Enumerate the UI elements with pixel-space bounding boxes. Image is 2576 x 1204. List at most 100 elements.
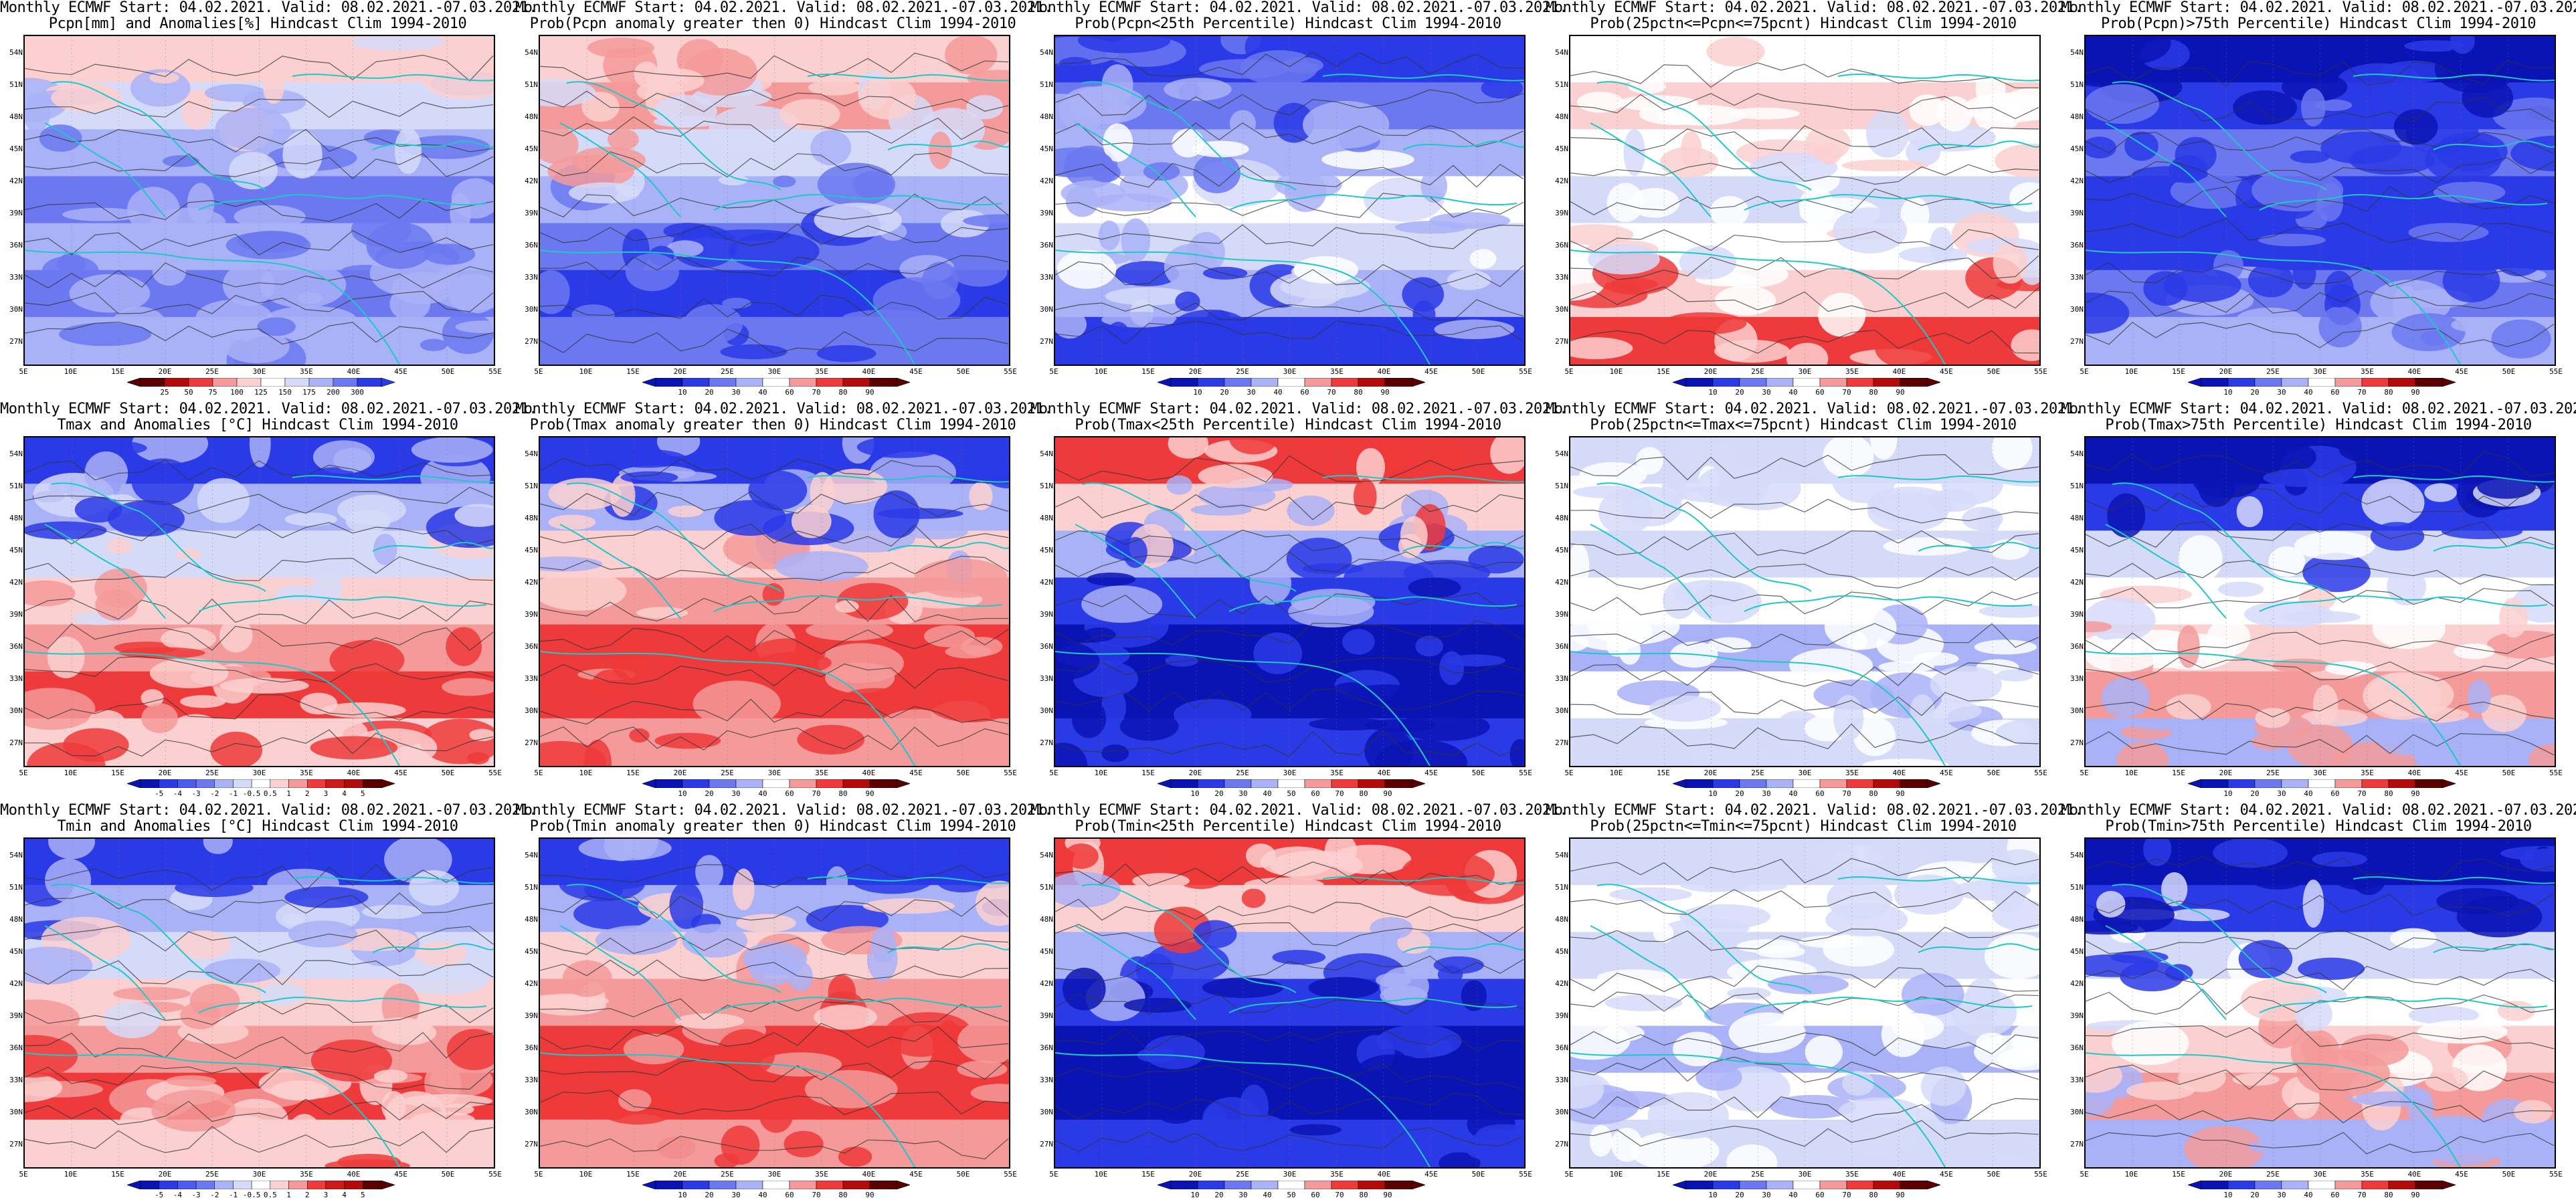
lat-tick-label: 36N	[9, 241, 23, 249]
coastline	[1918, 140, 2039, 150]
field-blotch	[282, 130, 323, 179]
colorbar-tick-label: 90	[2411, 789, 2420, 798]
field-blotch	[1823, 437, 1874, 478]
field-blotch	[1677, 437, 1706, 470]
map-frame	[1569, 837, 2041, 1169]
coastline	[2105, 925, 2227, 1020]
colorbar-swatch	[308, 378, 334, 387]
field-blotch	[1192, 140, 1249, 158]
field-blotch	[1056, 249, 1117, 289]
field-blotch	[236, 846, 326, 865]
contour-line	[1055, 620, 1524, 645]
lon-tick-label: 25E	[721, 367, 734, 376]
lat-tick-label: 39N	[525, 209, 538, 217]
contour-line	[540, 458, 1009, 484]
coastline	[2353, 74, 2555, 82]
lat-tick-label: 48N	[1040, 915, 1053, 924]
field-blotch	[2492, 233, 2545, 277]
lon-tick-label: 45E	[1940, 769, 1953, 777]
colorbar-tick-label: 40	[758, 789, 767, 798]
contour-line	[1055, 52, 1524, 77]
contour-line	[540, 491, 1009, 517]
coastline	[1918, 542, 2039, 552]
lat-tick-label: 39N	[9, 209, 23, 217]
field-blotch	[775, 550, 868, 582]
lat-tick-label: 30N	[1555, 1108, 1568, 1116]
field-blotch	[1983, 1157, 2035, 1167]
colorbar	[642, 1181, 910, 1189]
coastline	[1228, 595, 1517, 612]
field-blotch	[1710, 195, 1749, 227]
colorbar-swatch	[1304, 1181, 1332, 1189]
panel-title-line1: Monthly ECMWF Start: 04.02.2021. Valid: …	[1546, 802, 2083, 819]
contour-line	[1055, 657, 1524, 683]
field-blotch	[1892, 1013, 1944, 1041]
field-blotch	[2086, 638, 2159, 672]
lon-tick-label: 30E	[2313, 769, 2327, 777]
colorbar-tick-label: 70	[812, 388, 821, 397]
field-blotch	[187, 44, 248, 72]
panel-title: Monthly ECMWF Start: 04.02.2021. Valid: …	[1546, 401, 2083, 433]
field-blotch	[2086, 1142, 2155, 1167]
lon-tick-label: 5E	[2080, 367, 2089, 376]
field-blotch	[1929, 488, 1978, 512]
contour-line	[1055, 955, 1524, 982]
field-blotch	[1995, 471, 2039, 487]
field-blotch	[25, 999, 80, 1039]
map-frame	[23, 35, 495, 366]
field-blotch	[540, 1053, 608, 1080]
field-blotch	[187, 183, 215, 224]
field-blotch	[2372, 608, 2446, 649]
contour-line	[540, 1135, 1009, 1160]
colorbar-tick-label: 30	[731, 789, 741, 798]
field-blotch	[176, 930, 232, 959]
field-blotch	[636, 607, 688, 619]
panel-title-line1: Monthly ECMWF Start: 04.02.2021. Valid: …	[1030, 0, 1568, 16]
colorbar-tick-label: 80	[2384, 789, 2393, 798]
field-blotch	[351, 36, 445, 51]
field-blotch	[969, 482, 993, 510]
colorbar-swatch	[140, 378, 165, 387]
lon-tick-label: 45E	[394, 367, 407, 376]
field-blotch	[1173, 699, 1252, 730]
field-blotch	[63, 728, 129, 762]
lon-tick-label: 5E	[19, 367, 28, 376]
field-blotch	[229, 152, 278, 190]
lon-tick-label: 20E	[158, 1170, 172, 1179]
colorbar-swatch	[325, 1181, 345, 1189]
coastline	[807, 74, 1009, 82]
lon-tick-label: 40E	[1892, 1170, 1906, 1179]
field-blotch	[2486, 630, 2555, 659]
lat-tick-label: 42N	[525, 177, 538, 185]
contour-line	[25, 262, 494, 289]
field-blotch	[1589, 1124, 1613, 1157]
field-blotch	[1509, 738, 1524, 766]
colorbar-swatch	[1197, 378, 1225, 387]
lon-tick-label: 10E	[1609, 367, 1623, 376]
field-blotch	[88, 710, 125, 734]
lat-tick-label: 39N	[1555, 610, 1568, 619]
colorbar-tick-label: 40	[2304, 1191, 2313, 1199]
field-blotch	[1930, 227, 1954, 263]
field-blotch	[862, 898, 955, 914]
map-field	[2086, 437, 2555, 766]
field-blotch	[2193, 466, 2260, 498]
field-blotch	[151, 1090, 236, 1132]
field-blotch	[107, 500, 185, 537]
colorbar	[127, 378, 395, 387]
field-blotch	[759, 1094, 794, 1133]
field-blotch	[963, 214, 1009, 228]
field-blotch	[257, 317, 296, 336]
panel-title-line2: Prob(Pcpn anomaly greater then 0) Hindca…	[529, 15, 1016, 32]
map-panel: Monthly ECMWF Start: 04.02.2021. Valid: …	[2061, 803, 2576, 1204]
colorbar-tick-label: 40	[2304, 789, 2313, 798]
field-blotch	[25, 36, 91, 78]
colorbar-swatch	[212, 378, 238, 387]
lon-tick-label: 40E	[2407, 367, 2421, 376]
field-blotch	[1813, 680, 1894, 710]
lat-tick-label: 39N	[9, 610, 23, 619]
field-blotch	[1168, 437, 1209, 459]
field-blotch	[1894, 874, 1964, 915]
lon-tick-label: 50E	[2502, 1170, 2516, 1179]
contour-line	[2086, 631, 2555, 654]
